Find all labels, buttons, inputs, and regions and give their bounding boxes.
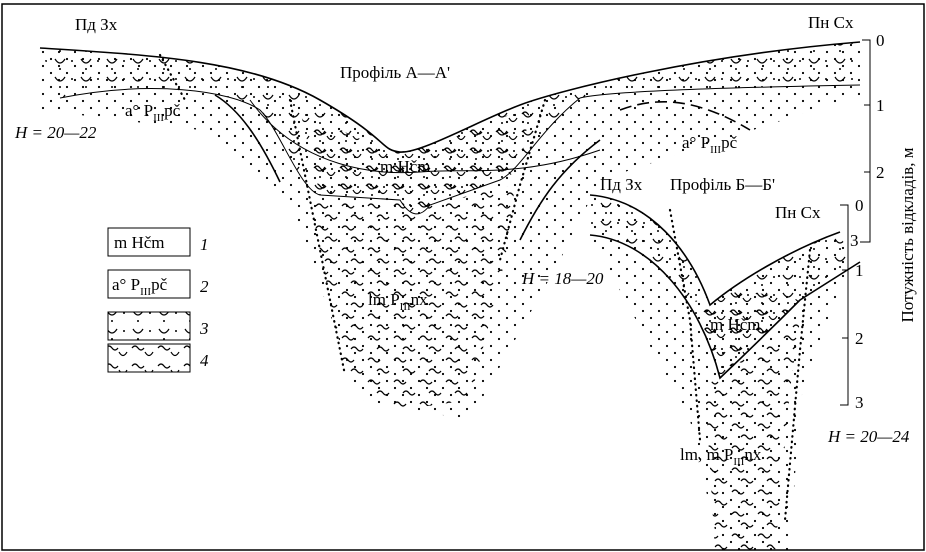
label-part: pč (721, 133, 738, 152)
scale-b: 0 1 2 3 (840, 196, 864, 412)
layer-label: m Hčm (710, 315, 761, 334)
label-sub: III (153, 112, 164, 124)
label-sub: III (710, 144, 721, 156)
label-sub: III (140, 286, 151, 298)
profile-title: Профіль Б—Б' (670, 175, 775, 194)
label-part: a° P (682, 133, 710, 152)
layer-label: m Hčm (380, 157, 431, 176)
label-part: lm P (368, 290, 400, 309)
scale-label: 1 (876, 96, 885, 115)
legend-number: 1 (200, 235, 209, 254)
axis-label: Потужність відкладів, м (898, 147, 917, 322)
profile-title: Профіль А—А' (340, 63, 450, 82)
label-part: pč (151, 275, 168, 294)
scale-label: 1 (855, 261, 864, 280)
height-label: H = 18—20 (521, 269, 604, 288)
scale-label: 3 (855, 393, 864, 412)
scale-label: 2 (855, 329, 864, 348)
height-label: H = 20—24 (827, 427, 910, 446)
label-sub: III (733, 456, 744, 468)
scale-label: 3 (850, 231, 859, 250)
label-part: a° P (112, 275, 140, 294)
layer-label: a° PIIIpč (682, 133, 738, 156)
direction-label: Пн Сх (775, 203, 821, 222)
direction-label: Пн Сх (808, 13, 854, 32)
scale-label: 0 (855, 196, 864, 215)
label-sub: III (400, 301, 411, 313)
label-part: a° P (125, 101, 153, 120)
direction-label: Пд Зх (75, 15, 118, 34)
legend-box (108, 312, 190, 340)
legend: m Hčm 1 a° PIIIpč 2 3 4 (108, 228, 209, 372)
legend-number: 2 (200, 277, 209, 296)
direction-label: Пд Зх (600, 175, 643, 194)
profile-b (590, 195, 860, 552)
legend-box (108, 344, 190, 372)
height-label: H = 20—22 (14, 123, 97, 142)
label-part: nx (411, 290, 429, 309)
legend-number: 4 (200, 351, 209, 370)
legend-number: 3 (199, 319, 209, 338)
scale-label: 2 (876, 163, 885, 182)
scale-line (840, 205, 848, 405)
label-part: lm, m P (680, 445, 733, 464)
diagram: 0 1 2 3 0 1 2 3 Потужність відкладів, м … (0, 0, 926, 552)
label-part: pč (164, 101, 181, 120)
legend-label: m Hčm (114, 233, 165, 252)
scale-label: 0 (876, 31, 885, 50)
label-part: nx (744, 445, 762, 464)
